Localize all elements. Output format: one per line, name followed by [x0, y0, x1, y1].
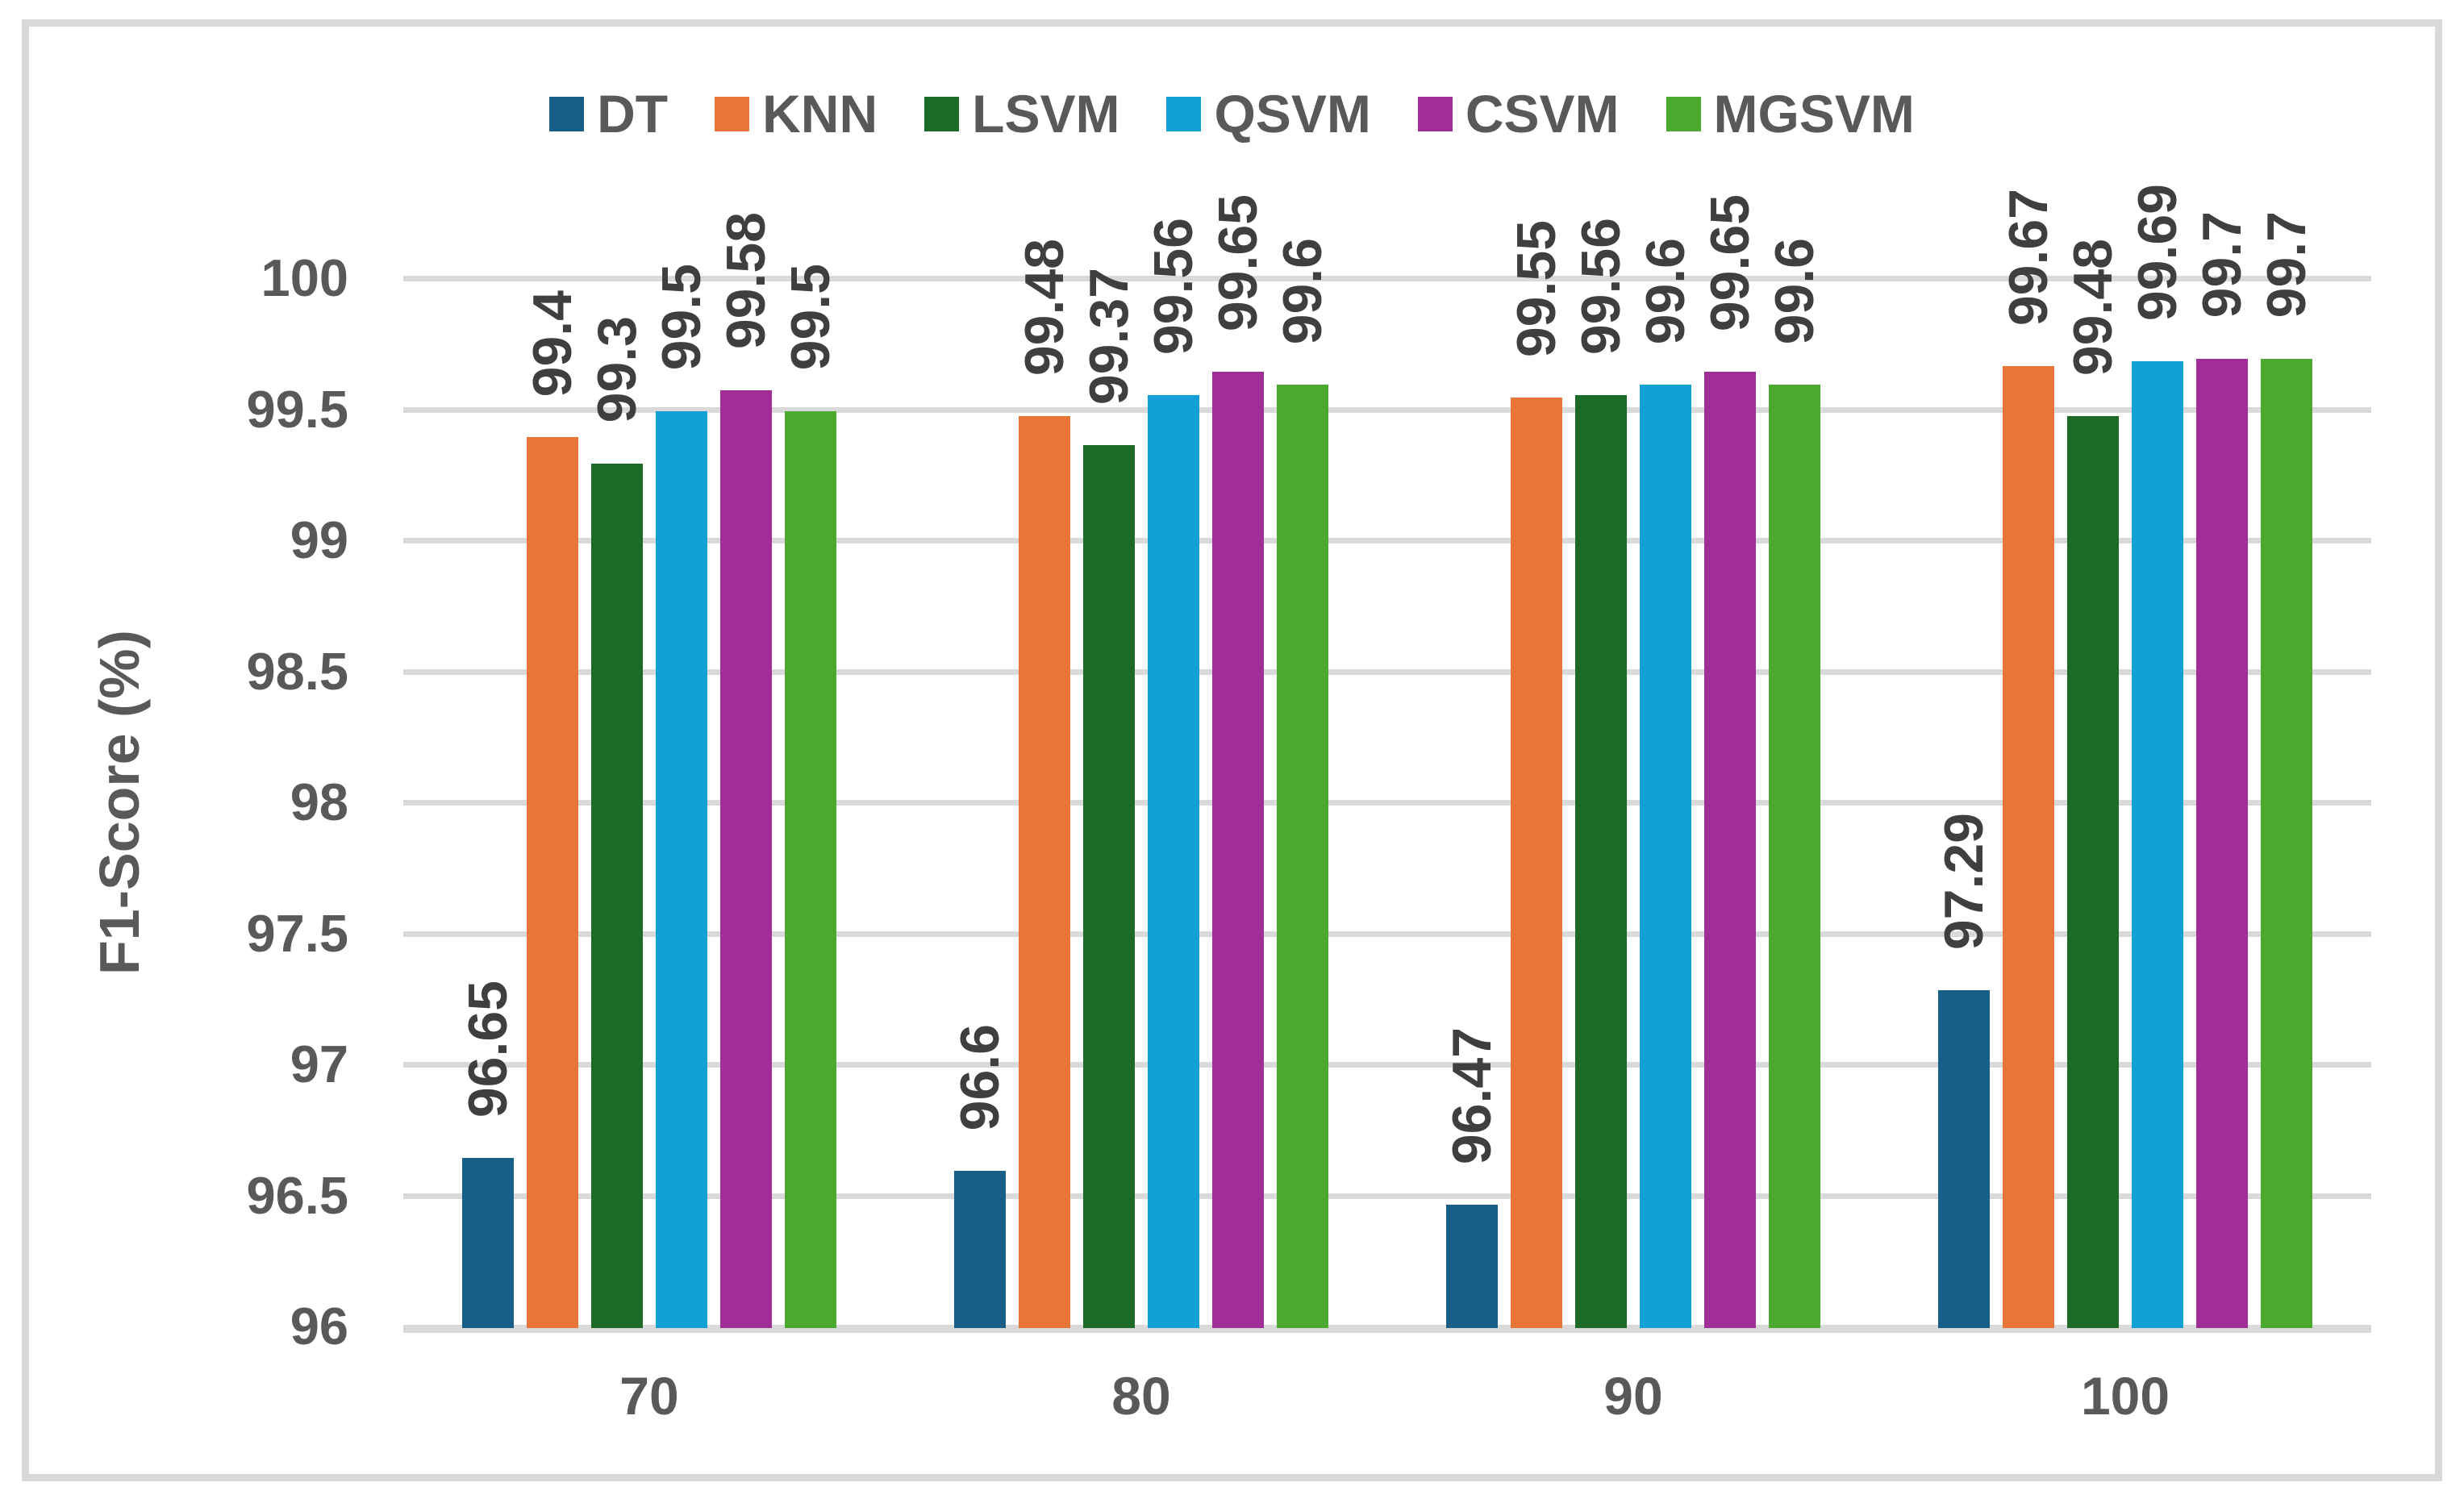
h-gridline [403, 1062, 2371, 1068]
h-gridline [403, 931, 2371, 937]
y-tick-label: 98.5 [246, 641, 348, 701]
y-tick-label: 99 [290, 510, 348, 569]
h-gridline [403, 276, 2371, 281]
x-tick-label: 90 [1603, 1366, 1663, 1426]
y-tick-label: 96 [290, 1297, 348, 1355]
y-tick-label: 97 [290, 1035, 348, 1093]
value-label: 99.67 [1998, 189, 2059, 327]
value-label: 99.3 [586, 316, 648, 423]
value-label: 99.65 [1699, 194, 1761, 331]
x-tick-label: 80 [1111, 1366, 1171, 1426]
value-label: 96.47 [1441, 1027, 1503, 1165]
bar-dt-100 [1938, 989, 1990, 1328]
value-label: 99.4 [522, 289, 583, 397]
value-label: 99.58 [715, 212, 777, 350]
legend-label: LSVM [972, 84, 1120, 144]
y-tick-label: 98 [290, 772, 348, 831]
bar-knn-80 [1019, 416, 1070, 1328]
value-label: 99.56 [1570, 217, 1632, 355]
legend-item: DT [549, 87, 668, 140]
h-gridline [403, 538, 2371, 543]
bar-lsvm-90 [1575, 395, 1627, 1328]
legend-swatch-mgsvm [1666, 96, 1701, 131]
bar-knn-100 [2003, 366, 2054, 1328]
bar-csvm-100 [2196, 358, 2248, 1328]
legend-swatch-knn [715, 96, 750, 131]
bar-lsvm-70 [591, 463, 643, 1328]
bar-dt-70 [462, 1157, 514, 1328]
value-label: 99.6 [1635, 237, 1696, 344]
y-tick-label: 96.5 [246, 1165, 348, 1225]
value-label: 96.6 [949, 1023, 1011, 1130]
legend-item: KNN [715, 87, 878, 140]
bar-knn-90 [1511, 398, 1562, 1328]
legend-label: KNN [762, 84, 878, 144]
chart-legend: DT KNN LSVM QSVM CSVM MGSVM [0, 87, 2464, 140]
bar-mgsvm-100 [2261, 358, 2312, 1328]
value-label: 99.5 [651, 264, 712, 371]
value-label: 99.6 [1764, 237, 1825, 344]
x-tick-label: 70 [619, 1366, 679, 1426]
legend-swatch-csvm [1417, 96, 1453, 131]
bar-dt-80 [954, 1171, 1006, 1328]
bar-csvm-90 [1704, 371, 1756, 1328]
legend-label: QSVM [1214, 84, 1371, 144]
value-label: 99.48 [1014, 238, 1075, 376]
x-axis-baseline [403, 1325, 2371, 1333]
bar-qsvm-80 [1148, 395, 1199, 1328]
bar-csvm-80 [1212, 371, 1264, 1328]
h-gridline [403, 406, 2371, 413]
y-tick-label: 97.5 [246, 903, 348, 963]
value-label: 99.5 [780, 264, 841, 371]
bar-knn-70 [527, 437, 578, 1328]
legend-label: MGSVM [1713, 84, 1915, 144]
bar-lsvm-100 [2067, 416, 2119, 1328]
legend-item: QSVM [1166, 84, 1371, 144]
bar-qsvm-70 [656, 410, 707, 1328]
h-gridline [403, 668, 2371, 675]
h-gridline [403, 1193, 2371, 1199]
value-label: 99.48 [2062, 238, 2124, 376]
bar-qsvm-100 [2132, 360, 2183, 1328]
bar-mgsvm-70 [785, 410, 836, 1328]
value-label: 99.6 [1272, 237, 1333, 344]
y-tick-label: 99.5 [246, 379, 348, 439]
value-label: 99.7 [2191, 211, 2253, 319]
value-label: 97.29 [1933, 812, 1995, 950]
x-tick-label: 100 [2080, 1366, 2170, 1426]
legend-swatch-qsvm [1166, 96, 1202, 131]
bar-mgsvm-80 [1277, 385, 1328, 1328]
value-label: 96.65 [457, 980, 519, 1118]
value-label: 99.56 [1143, 217, 1204, 355]
bar-lsvm-80 [1083, 444, 1135, 1328]
y-tick-label: 100 [261, 248, 348, 307]
legend-item: CSVM [1417, 84, 1620, 144]
bar-csvm-70 [720, 389, 772, 1328]
legend-label: DT [597, 84, 669, 144]
legend-label: CSVM [1465, 84, 1620, 144]
value-label: 99.65 [1207, 194, 1269, 331]
bar-qsvm-90 [1640, 385, 1691, 1328]
bar-mgsvm-90 [1769, 385, 1820, 1328]
legend-swatch-lsvm [924, 96, 960, 131]
value-label: 99.37 [1078, 267, 1140, 405]
bar-dt-90 [1446, 1205, 1498, 1328]
legend-item: LSVM [924, 87, 1119, 140]
value-label: 99.7 [2256, 211, 2317, 319]
h-gridline [403, 800, 2371, 806]
value-label: 99.55 [1506, 220, 1567, 358]
value-label: 99.69 [2127, 183, 2188, 321]
legend-item: MGSVM [1666, 87, 1915, 140]
legend-swatch-dt [549, 96, 585, 131]
